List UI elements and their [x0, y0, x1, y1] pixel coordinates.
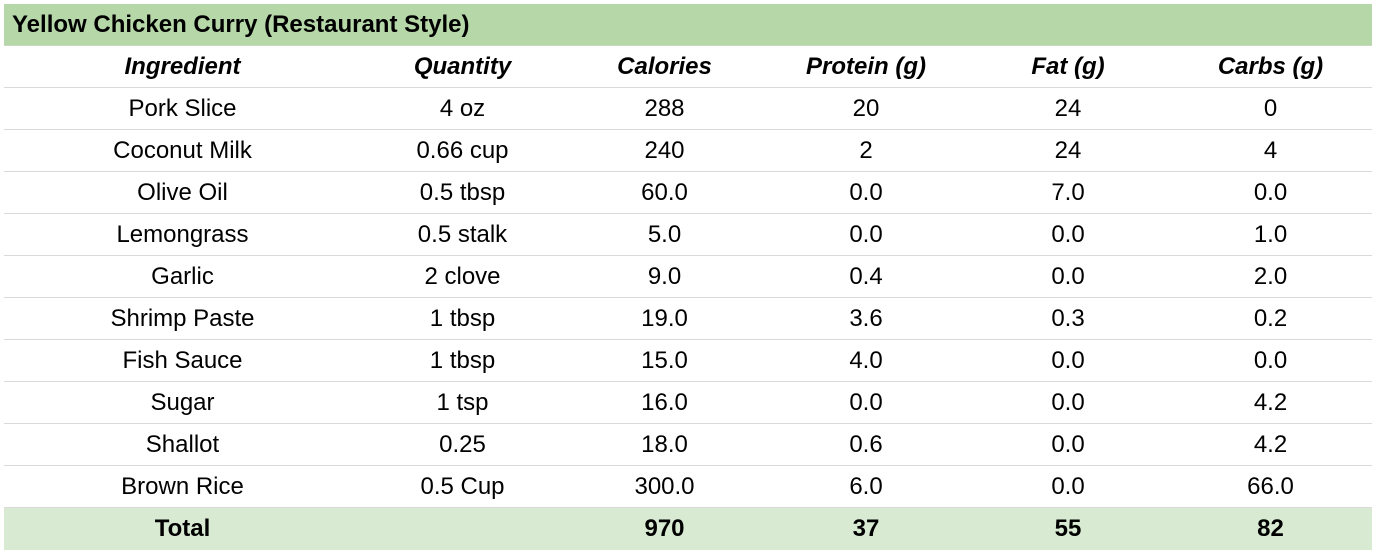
column-header-protein: Protein (g) — [765, 46, 967, 88]
column-header-calories: Calories — [564, 46, 765, 88]
ingredient-cell: Brown Rice — [4, 465, 361, 508]
ingredient-cell: Olive Oil — [4, 171, 361, 214]
table-row: Fish Sauce 1 tbsp 15.0 4.0 0.0 0.0 — [4, 339, 1372, 382]
calories-cell: 16.0 — [564, 381, 765, 424]
table-row: Pork Slice 4 oz 288 20 24 0 — [4, 87, 1372, 130]
carbs-cell: 1.0 — [1169, 213, 1372, 256]
quantity-cell: 1 tbsp — [361, 339, 564, 382]
total-label: Total — [4, 507, 361, 550]
header-row: Ingredient Quantity Calories Protein (g)… — [4, 46, 1372, 88]
ingredient-cell: Lemongrass — [4, 213, 361, 256]
protein-cell: 6.0 — [765, 465, 967, 508]
carbs-cell: 0 — [1169, 87, 1372, 130]
column-header-carbs: Carbs (g) — [1169, 46, 1372, 88]
carbs-cell: 66.0 — [1169, 465, 1372, 508]
total-quantity — [361, 507, 564, 550]
table-row: Brown Rice 0.5 Cup 300.0 6.0 0.0 66.0 — [4, 465, 1372, 508]
table-row: Coconut Milk 0.66 cup 240 2 24 4 — [4, 129, 1372, 172]
calories-cell: 240 — [564, 129, 765, 172]
total-carbs: 82 — [1169, 507, 1372, 550]
fat-cell: 24 — [967, 129, 1169, 172]
fat-cell: 0.0 — [967, 423, 1169, 466]
calories-cell: 288 — [564, 87, 765, 130]
table-row: Olive Oil 0.5 tbsp 60.0 0.0 7.0 0.0 — [4, 171, 1372, 214]
table-row: Lemongrass 0.5 stalk 5.0 0.0 0.0 1.0 — [4, 213, 1372, 256]
quantity-cell: 1 tbsp — [361, 297, 564, 340]
fat-cell: 0.0 — [967, 381, 1169, 424]
carbs-cell: 4.2 — [1169, 423, 1372, 466]
quantity-cell: 1 tsp — [361, 381, 564, 424]
ingredient-cell: Shallot — [4, 423, 361, 466]
ingredient-cell: Fish Sauce — [4, 339, 361, 382]
table-row: Sugar 1 tsp 16.0 0.0 0.0 4.2 — [4, 381, 1372, 424]
fat-cell: 0.0 — [967, 255, 1169, 298]
protein-cell: 0.4 — [765, 255, 967, 298]
protein-cell: 0.0 — [765, 171, 967, 214]
ingredient-cell: Pork Slice — [4, 87, 361, 130]
table-row: Garlic 2 clove 9.0 0.4 0.0 2.0 — [4, 255, 1372, 298]
column-header-fat: Fat (g) — [967, 46, 1169, 88]
carbs-cell: 4.2 — [1169, 381, 1372, 424]
fat-cell: 7.0 — [967, 171, 1169, 214]
quantity-cell: 2 clove — [361, 255, 564, 298]
quantity-cell: 0.25 — [361, 423, 564, 466]
calories-cell: 19.0 — [564, 297, 765, 340]
ingredient-cell: Coconut Milk — [4, 129, 361, 172]
calories-cell: 18.0 — [564, 423, 765, 466]
calories-cell: 300.0 — [564, 465, 765, 508]
table-body: Pork Slice 4 oz 288 20 24 0 Coconut Milk 0.66 c… — [4, 87, 1372, 508]
column-header-ingredient: Ingredient — [4, 46, 361, 88]
protein-cell: 20 — [765, 87, 967, 130]
column-header-quantity: Quantity — [361, 46, 564, 88]
protein-cell: 2 — [765, 129, 967, 172]
fat-cell: 0.3 — [967, 297, 1169, 340]
fat-cell: 0.0 — [967, 339, 1169, 382]
fat-cell: 0.0 — [967, 465, 1169, 508]
total-fat: 55 — [967, 507, 1169, 550]
protein-cell: 4.0 — [765, 339, 967, 382]
calories-cell: 15.0 — [564, 339, 765, 382]
quantity-cell: 0.5 tbsp — [361, 171, 564, 214]
table-row: Shallot 0.25 18.0 0.6 0.0 4.2 — [4, 423, 1372, 466]
protein-cell: 3.6 — [765, 297, 967, 340]
fat-cell: 24 — [967, 87, 1169, 130]
ingredient-cell: Garlic — [4, 255, 361, 298]
carbs-cell: 0.0 — [1169, 339, 1372, 382]
protein-cell: 0.0 — [765, 213, 967, 256]
total-protein: 37 — [765, 507, 967, 550]
protein-cell: 0.6 — [765, 423, 967, 466]
carbs-cell: 4 — [1169, 129, 1372, 172]
sheet-title: Yellow Chicken Curry (Restaurant Style) — [4, 4, 1372, 46]
ingredient-cell: Shrimp Paste — [4, 297, 361, 340]
total-row: Total 970 37 55 82 — [4, 507, 1372, 550]
ingredient-cell: Sugar — [4, 381, 361, 424]
carbs-cell: 0.0 — [1169, 171, 1372, 214]
calories-cell: 9.0 — [564, 255, 765, 298]
carbs-cell: 2.0 — [1169, 255, 1372, 298]
nutrition-sheet: Yellow Chicken Curry (Restaurant Style) … — [4, 4, 1372, 550]
fat-cell: 0.0 — [967, 213, 1169, 256]
quantity-cell: 0.5 Cup — [361, 465, 564, 508]
protein-cell: 0.0 — [765, 381, 967, 424]
quantity-cell: 0.66 cup — [361, 129, 564, 172]
table-row: Shrimp Paste 1 tbsp 19.0 3.6 0.3 0.2 — [4, 297, 1372, 340]
nutrition-table: Ingredient Quantity Calories Protein (g)… — [4, 46, 1372, 550]
carbs-cell: 0.2 — [1169, 297, 1372, 340]
calories-cell: 60.0 — [564, 171, 765, 214]
quantity-cell: 4 oz — [361, 87, 564, 130]
calories-cell: 5.0 — [564, 213, 765, 256]
quantity-cell: 0.5 stalk — [361, 213, 564, 256]
total-calories: 970 — [564, 507, 765, 550]
